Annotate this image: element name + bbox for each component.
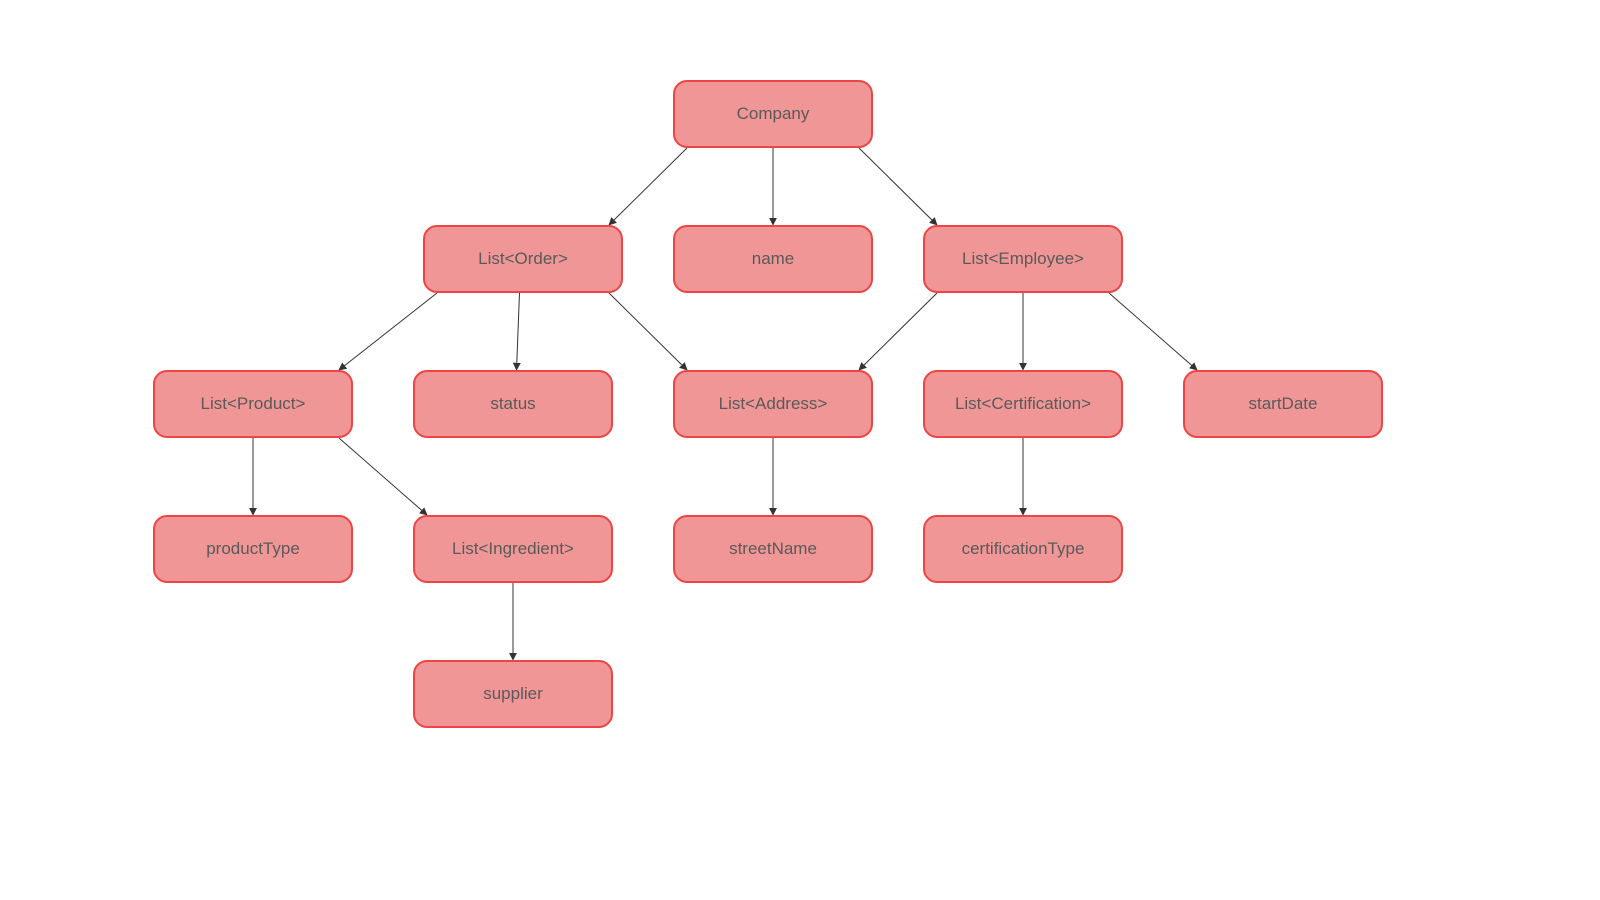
node-label: List<Employee>	[962, 249, 1084, 269]
node-label: List<Certification>	[955, 394, 1091, 414]
node-productType: productType	[153, 515, 353, 583]
node-label: List<Product>	[201, 394, 306, 414]
node-label: List<Address>	[719, 394, 828, 414]
node-listOrder: List<Order>	[423, 225, 623, 293]
node-label: List<Ingredient>	[452, 539, 574, 559]
node-listEmployee: List<Employee>	[923, 225, 1123, 293]
node-company: Company	[673, 80, 873, 148]
diagram-canvas: Company List<Order> name List<Employee> List…	[0, 0, 1600, 900]
edge-company-listOrder	[609, 148, 687, 225]
node-label: Company	[737, 104, 810, 124]
node-label: supplier	[483, 684, 543, 704]
node-name: name	[673, 225, 873, 293]
node-certificationType: certificationType	[923, 515, 1123, 583]
edge-listOrder-listProduct	[339, 293, 437, 370]
node-label: startDate	[1249, 394, 1318, 414]
node-listAddress: List<Address>	[673, 370, 873, 438]
edge-listOrder-listAddress	[609, 293, 687, 370]
node-label: name	[752, 249, 795, 269]
node-status: status	[413, 370, 613, 438]
node-label: List<Order>	[478, 249, 568, 269]
node-streetName: streetName	[673, 515, 873, 583]
node-listProduct: List<Product>	[153, 370, 353, 438]
edge-listProduct-listIngredient	[339, 438, 427, 515]
node-label: streetName	[729, 539, 817, 559]
node-label: status	[490, 394, 535, 414]
edge-company-listEmployee	[859, 148, 937, 225]
node-listCertification: List<Certification>	[923, 370, 1123, 438]
edge-listEmployee-listAddress	[859, 293, 937, 370]
node-supplier: supplier	[413, 660, 613, 728]
node-listIngredient: List<Ingredient>	[413, 515, 613, 583]
edge-listOrder-status	[517, 293, 520, 370]
node-label: certificationType	[962, 539, 1085, 559]
node-startDate: startDate	[1183, 370, 1383, 438]
edge-listEmployee-startDate	[1109, 293, 1197, 370]
node-label: productType	[206, 539, 300, 559]
